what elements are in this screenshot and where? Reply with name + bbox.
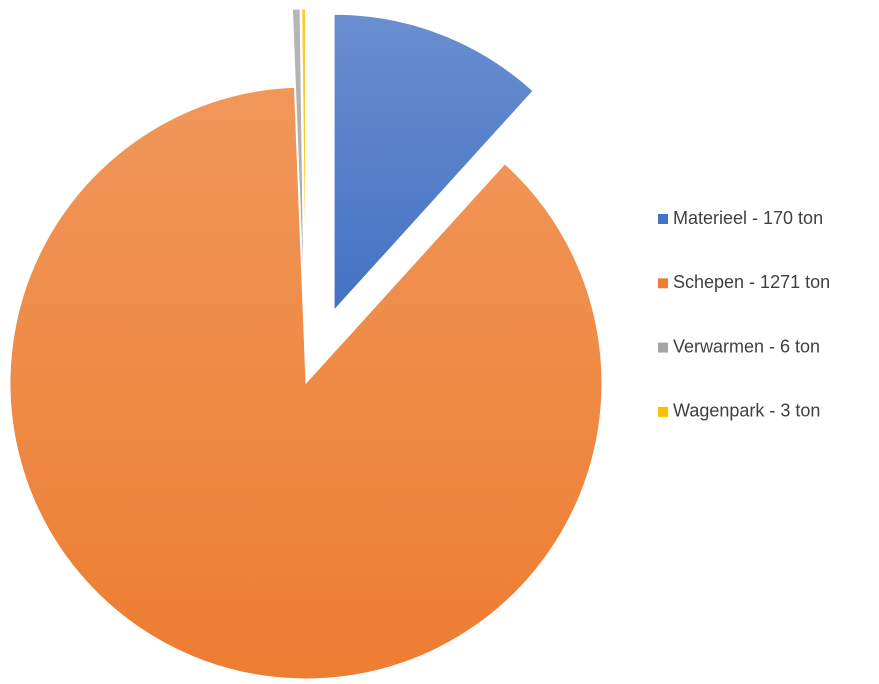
legend-label: Verwarmen - 6 ton: [673, 336, 820, 356]
legend: Materieel - 170 ton Schepen - 1271 ton Ver…: [658, 208, 830, 421]
pie-slice: [9, 86, 603, 680]
legend-swatch: [658, 406, 668, 417]
pie-slice: [333, 13, 534, 312]
pie-slice: [291, 8, 305, 306]
legend-swatch: [658, 342, 668, 353]
pie-slice: [301, 8, 306, 306]
legend-label: Materieel - 170 ton: [673, 208, 823, 228]
legend-swatch: [658, 214, 668, 224]
legend-label: Schepen - 1271 ton: [673, 272, 830, 292]
pie: [9, 8, 603, 680]
legend-label: Wagenpark - 3 ton: [673, 401, 820, 421]
legend-swatch: [658, 278, 668, 289]
